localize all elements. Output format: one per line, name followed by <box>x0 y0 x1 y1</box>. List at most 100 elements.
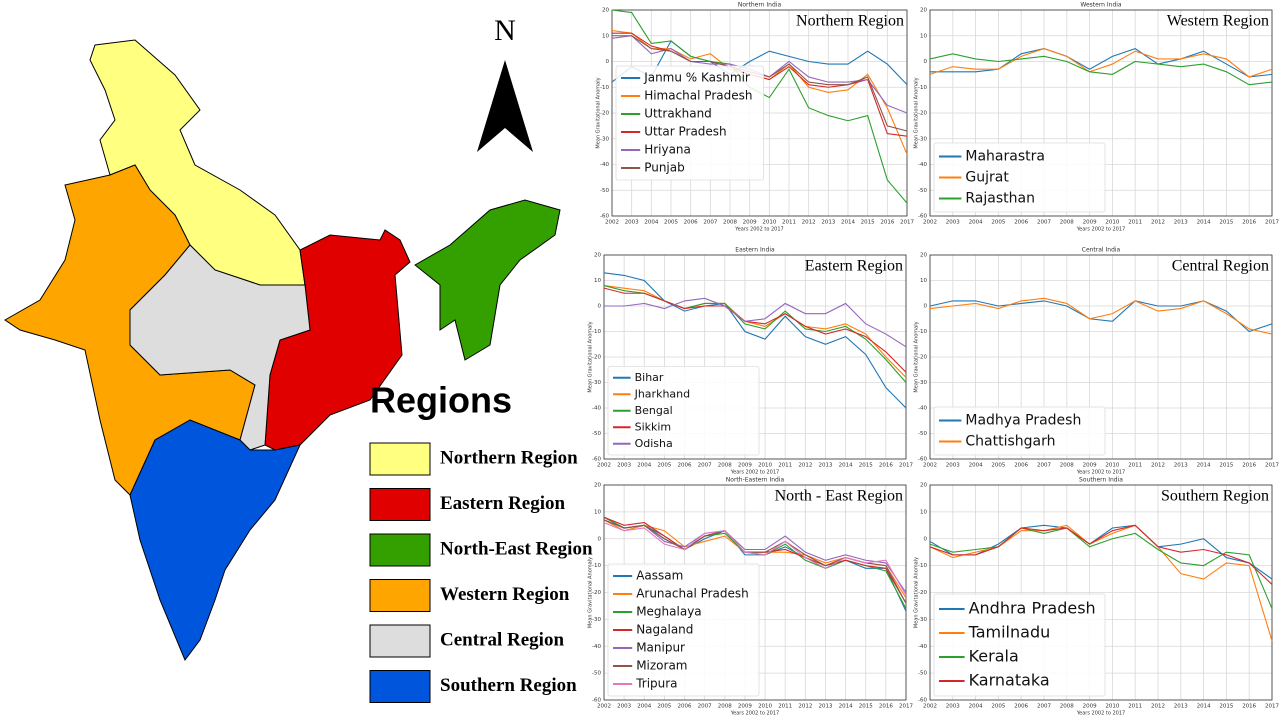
legend-box <box>933 593 1106 697</box>
y-tick-label: -30 <box>918 136 927 142</box>
x-tick-label: 2015 <box>1219 220 1233 226</box>
region-shape <box>414 199 561 361</box>
plot-frame <box>929 484 1273 701</box>
y-tick-label: -40 <box>918 406 927 412</box>
y-tick-label: -50 <box>592 431 601 437</box>
x-tick-label: 2010 <box>1105 463 1119 469</box>
y-tick-label: -10 <box>918 85 927 91</box>
chart: -60 -50 -40 -30 -20 -10 0 10 20 2002 2003 2004 2005 2… <box>588 477 914 717</box>
annotation: Western Region <box>1167 13 1269 30</box>
y-tick-label: -50 <box>918 431 927 437</box>
y-tick-label: 10 <box>594 278 601 284</box>
x-tick-label: 2005 <box>991 220 1005 226</box>
legend-label: Sikkim <box>635 420 672 433</box>
legend-swatch <box>369 533 431 567</box>
x-tick-label: 2011 <box>1128 220 1142 226</box>
x-tick-label: 2010 <box>762 220 776 226</box>
x-tick-label: 2006 <box>1014 704 1028 710</box>
x-tick-label: 2002 <box>597 704 611 710</box>
series-line <box>929 48 1273 78</box>
y-tick-label: 10 <box>594 509 601 515</box>
chart-title: Eastern India <box>735 247 775 254</box>
y-tick-label: 20 <box>602 8 609 14</box>
x-tick-label: 2007 <box>703 220 717 226</box>
map: Northern Region Eastern Region North-East … <box>4 39 593 703</box>
plot-frame <box>929 254 1273 460</box>
y-axis-label: Mean Gravitational Anomaly <box>596 77 602 148</box>
north-label: N <box>494 14 516 47</box>
x-tick-label: 2009 <box>1083 463 1097 469</box>
x-tick-label: 2015 <box>861 220 875 226</box>
x-tick-label: 2012 <box>1151 704 1165 710</box>
x-tick-label: 2016 <box>880 220 894 226</box>
x-tick-label: 2003 <box>617 463 631 469</box>
x-tick-label: 2013 <box>1174 220 1188 226</box>
legend-label: Uttrakhand <box>644 107 712 121</box>
y-axis-label: Mean Gravitational Anomaly <box>914 321 920 392</box>
y-tick-label: 20 <box>920 8 927 14</box>
x-tick-label: 2008 <box>718 704 732 710</box>
series-line <box>929 527 1273 609</box>
x-axis-label: Years 2002 to 2017 <box>1076 227 1125 233</box>
x-tick-label: 2016 <box>879 463 893 469</box>
legend-box <box>607 366 760 456</box>
legend-label: Tamilnadu <box>968 623 1051 642</box>
x-tick-label: 2012 <box>1151 463 1165 469</box>
legend-label: Aassam <box>636 569 683 583</box>
x-tick-label: 2010 <box>1105 704 1119 710</box>
y-tick-label: -60 <box>918 457 927 463</box>
x-tick-label: 2005 <box>664 220 678 226</box>
chart: -60 -50 -40 -30 -20 -10 0 10 20 2002 2003 2004 2005 2… <box>588 247 914 476</box>
legend-label: Central Region <box>440 629 564 650</box>
series-line <box>930 48 1273 78</box>
series-line <box>603 285 907 378</box>
y-tick-label: -30 <box>600 136 609 142</box>
y-tick-label: 0 <box>924 304 928 310</box>
y-tick-label: -30 <box>918 380 927 386</box>
x-tick-label: 2017 <box>1265 220 1279 226</box>
y-axis-label: Mean Gravitational Anomaly <box>914 77 920 148</box>
x-tick-label: 2005 <box>657 463 671 469</box>
y-tick-label: -10 <box>918 329 927 335</box>
x-tick-label: 2007 <box>698 704 712 710</box>
x-tick-label: 2016 <box>1242 463 1256 469</box>
x-tick-label: 2011 <box>782 220 796 226</box>
x-tick-label: 2004 <box>644 220 658 226</box>
legend-label: Hriyana <box>644 143 691 157</box>
y-tick-label: 0 <box>606 59 610 65</box>
y-tick-label: -20 <box>592 590 601 596</box>
chart-title: Northern India <box>738 2 782 9</box>
y-tick-label: 10 <box>602 33 609 39</box>
legend-label: Southern Region <box>440 675 577 696</box>
y-tick-label: 0 <box>924 536 928 542</box>
series-line <box>929 300 1273 333</box>
x-tick-label: 2011 <box>1128 463 1142 469</box>
x-tick-label: 2017 <box>899 704 913 710</box>
legend-label: Gujrat <box>965 170 1009 186</box>
legend-swatch <box>369 488 431 521</box>
chart: -60 -50 -40 -30 -20 -10 0 10 20 2002 2003 2004 2005 2… <box>914 477 1280 717</box>
legend-title: Regions <box>370 380 512 421</box>
x-tick-label: 2006 <box>1014 220 1028 226</box>
series-line <box>604 297 907 348</box>
y-axis-label: Mean Gravitational Anomaly <box>914 557 920 628</box>
y-tick-label: -60 <box>592 457 601 463</box>
legend-label: Nagaland <box>636 623 693 637</box>
x-axis-label: Years 2002 to 2017 <box>734 227 783 233</box>
x-tick-label: 2016 <box>1242 704 1256 710</box>
x-tick-label: 2014 <box>1197 463 1211 469</box>
x-tick-label: 2011 <box>778 704 792 710</box>
x-tick-label: 2008 <box>1060 463 1074 469</box>
legend-label: Eastern Region <box>440 493 566 514</box>
x-tick-label: 2014 <box>1197 220 1211 226</box>
chart: -60 -50 -40 -30 -20 -10 0 10 20 2002 2003 2004 2005 2… <box>914 2 1280 233</box>
legend-label: Andhra Pradesh <box>969 599 1096 618</box>
annotation: Central Region <box>1172 258 1269 275</box>
series-line <box>929 297 1273 335</box>
x-tick-label: 2017 <box>900 220 914 226</box>
legend-label: Northern Region <box>440 447 578 468</box>
series-line <box>603 287 907 373</box>
x-tick-label: 2017 <box>899 463 913 469</box>
